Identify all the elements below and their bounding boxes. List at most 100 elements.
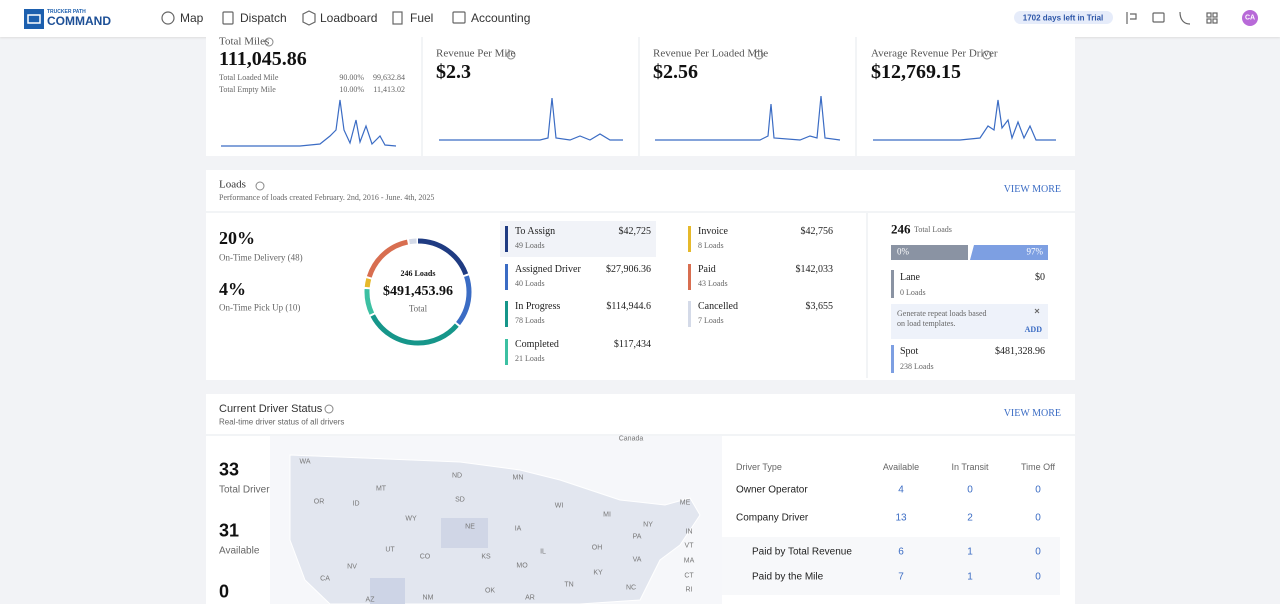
- text: 11,413.02: [373, 85, 405, 94]
- map-label: OR: [313, 498, 325, 506]
- donut-segment: [364, 238, 472, 346]
- kpi-label: Revenue Per Mile: [436, 47, 516, 60]
- map-label: NY: [643, 521, 653, 529]
- map-label: RI: [685, 586, 693, 594]
- map-label: NC: [625, 584, 637, 592]
- table-header: Time Off: [1020, 462, 1056, 472]
- map-label: MA: [683, 557, 695, 565]
- map-label: Canada: [618, 435, 644, 443]
- stat-label: Total Driver: [219, 484, 270, 496]
- status-color: [505, 226, 508, 252]
- text: $491,453.96: [383, 284, 453, 299]
- map-label: UT: [385, 546, 395, 554]
- table-cell: Paid by the Mile: [752, 571, 824, 583]
- table-cell: 1: [967, 546, 973, 558]
- map-label: PA: [632, 533, 642, 541]
- map-label: ND: [451, 472, 463, 480]
- kpi-value: $2.56: [653, 61, 698, 83]
- kpi-value: $2.3: [436, 61, 471, 83]
- map-label: ME: [679, 499, 691, 507]
- status-color: [505, 338, 508, 365]
- table-cell: 7: [898, 571, 904, 583]
- section-subtitle: Real-time driver status of all drivers: [219, 417, 345, 427]
- map-label: CO: [419, 553, 431, 561]
- brand-sub: TRUCKER PATH: [47, 9, 86, 15]
- text: Spot: [900, 346, 919, 357]
- status-loads: 8 Loads: [698, 241, 724, 250]
- map-label: NE: [465, 523, 475, 531]
- map-label: CA: [320, 575, 330, 583]
- nav-icons: [161, 10, 1218, 26]
- map-label: AZ: [365, 596, 375, 604]
- donut-segment: [364, 238, 472, 346]
- status-amount: $3,655: [805, 301, 834, 312]
- table-cell: 0: [967, 484, 973, 496]
- status-amount: $117,434: [613, 338, 651, 350]
- donut-segment: [364, 238, 472, 346]
- table-header: Available: [882, 462, 920, 472]
- nav-item[interactable]: Loadboard: [320, 11, 378, 25]
- text: 238 Loads: [900, 362, 934, 371]
- table-cell: Paid by Total Revenue: [752, 546, 852, 558]
- status-name: In Progress: [515, 301, 561, 312]
- map-label: WI: [554, 502, 564, 510]
- table-cell: 0: [1035, 571, 1041, 583]
- stat-label: Available: [219, 545, 260, 557]
- status-name: To Assign: [515, 226, 556, 237]
- text: 246: [891, 221, 911, 237]
- map-label: IA: [514, 525, 522, 533]
- stat-value: 4%: [219, 279, 246, 299]
- stat-value: 0: [219, 581, 230, 602]
- status-name: Cancelled: [698, 301, 738, 312]
- table-cell: 4: [898, 484, 904, 496]
- table-cell: 0: [1035, 484, 1041, 496]
- stat-value: 31: [219, 520, 240, 541]
- kpi-value: 111,045.86: [219, 48, 307, 70]
- view-more[interactable]: VIEW MORE: [1003, 408, 1061, 419]
- text: 99,632.84: [373, 73, 405, 82]
- status-amount: $27,906.36: [606, 263, 651, 275]
- status-color: [505, 263, 508, 290]
- kpi-card: [206, 37, 1075, 156]
- map-label: VT: [684, 542, 694, 550]
- kpi-label: Total Miles: [219, 35, 270, 48]
- map-label: IN: [685, 528, 693, 536]
- status-color: [688, 301, 691, 327]
- status-amount: $42,725: [618, 226, 652, 237]
- map-label: IL: [540, 548, 546, 556]
- table-header: Driver Type: [736, 462, 782, 472]
- avatar: CA: [1244, 14, 1256, 22]
- text: 246 Loads: [400, 269, 436, 278]
- nav-item[interactable]: Dispatch: [240, 11, 287, 25]
- map-label: KS: [481, 553, 491, 561]
- table-cell: 0: [1035, 512, 1041, 524]
- stat-label: On-Time Delivery (48): [219, 252, 303, 263]
- status-name: Completed: [515, 338, 559, 350]
- trial-badge: 1702 days left in Trial: [1022, 13, 1104, 23]
- view-more[interactable]: VIEW MORE: [1003, 184, 1061, 195]
- table-cell: 2: [967, 512, 973, 524]
- text: 90.00%: [339, 73, 364, 82]
- table-cell: 6: [898, 546, 904, 558]
- map-label: MN: [512, 474, 524, 482]
- table-cell: Owner Operator: [736, 484, 808, 496]
- us-map: [289, 454, 701, 604]
- text: 0 Loads: [900, 288, 926, 297]
- status-loads: 49 Loads: [515, 241, 545, 250]
- sparklines: [221, 95, 1056, 147]
- stat-label: On-Time Pick Up (10): [219, 302, 301, 313]
- map-label: CT: [684, 572, 694, 580]
- nav-item[interactable]: Map: [180, 11, 204, 25]
- nav-item[interactable]: Accounting: [471, 11, 531, 25]
- map-label: NM: [422, 594, 434, 602]
- map-label: AR: [525, 594, 535, 602]
- map-label: SD: [455, 496, 465, 504]
- table-cell: 1: [967, 571, 973, 583]
- table-header: In Transit: [951, 462, 989, 472]
- status-color: [688, 263, 691, 290]
- nav-item[interactable]: Fuel: [410, 11, 434, 25]
- map-label: OH: [591, 544, 603, 552]
- status-name: Invoice: [698, 226, 728, 237]
- add-button[interactable]: ADD: [1024, 325, 1042, 334]
